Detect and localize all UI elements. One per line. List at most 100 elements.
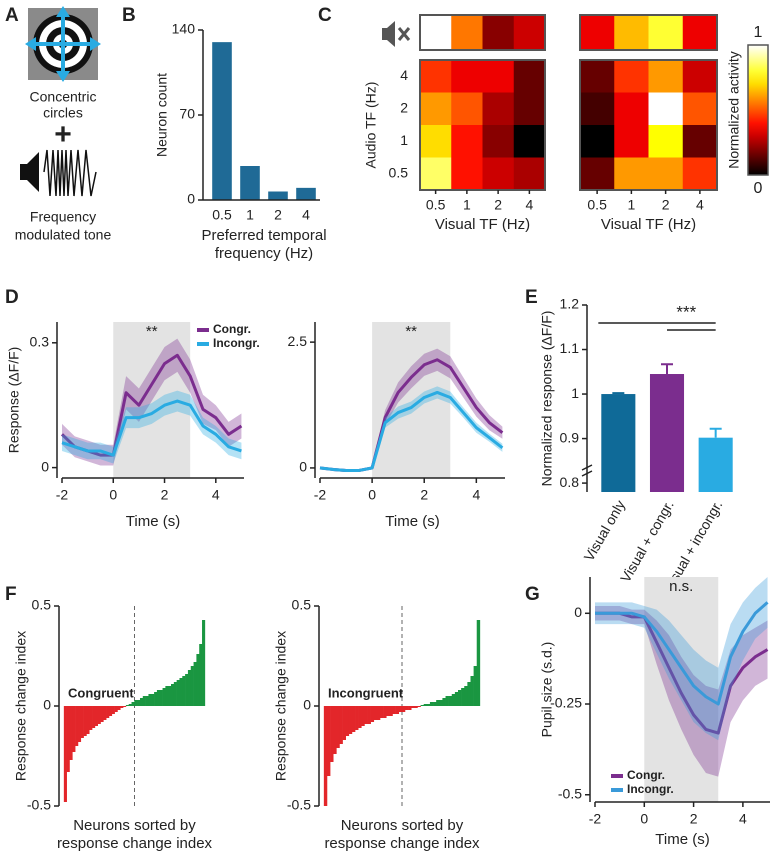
legend-label: Incongr. xyxy=(627,782,674,796)
bar xyxy=(179,678,183,706)
bar xyxy=(240,166,260,200)
heatmap-cell xyxy=(648,15,684,50)
y-tick-label: 0.5 xyxy=(292,597,312,613)
y-tick-label: 70 xyxy=(179,106,195,122)
line xyxy=(61,399,242,457)
y-axis-label: Response change index xyxy=(13,631,29,781)
colorbar-tick-label: 0 xyxy=(754,180,763,197)
x-tick-label: -2 xyxy=(314,487,327,503)
heatmap-cell xyxy=(513,15,546,50)
heatmap-border xyxy=(579,59,718,191)
y-axis-label: Response (ΔF/F) xyxy=(6,347,22,454)
bar xyxy=(339,706,343,744)
bar xyxy=(89,706,93,730)
bar xyxy=(92,706,96,728)
bar xyxy=(137,700,141,706)
bar xyxy=(448,696,453,706)
bar xyxy=(83,706,87,736)
panel-label: E xyxy=(525,287,538,308)
x-axis-label: Time (s) xyxy=(655,831,709,848)
error-band xyxy=(320,386,503,472)
bar xyxy=(199,644,203,706)
bar xyxy=(411,706,415,708)
speaker-icon xyxy=(20,164,27,180)
x-tick-label: 4 xyxy=(696,197,704,213)
bar xyxy=(376,706,381,720)
bar xyxy=(212,42,232,201)
colorbar xyxy=(747,44,769,176)
heatmap-cell xyxy=(648,92,684,126)
legend-label: Incongr. xyxy=(213,336,260,350)
heatmap-cell xyxy=(648,157,684,191)
y-tick-label: 0.3 xyxy=(30,334,50,350)
mute-cross-line xyxy=(397,27,411,41)
mute-icon xyxy=(387,21,395,47)
panel-label: D xyxy=(5,287,19,308)
heatmap-cell xyxy=(482,125,515,158)
x-axis-label: Time (s) xyxy=(385,513,439,530)
stimulus-text: Concentric xyxy=(30,89,97,105)
heatmap-border xyxy=(579,14,718,51)
heatmap-cell xyxy=(482,60,515,93)
bar xyxy=(94,706,98,726)
bar xyxy=(476,620,481,706)
heatmap-cell xyxy=(682,157,718,191)
bar xyxy=(69,706,73,760)
speaker-icon xyxy=(27,152,39,192)
x-tick-label: 2 xyxy=(420,487,428,503)
bar xyxy=(97,706,101,724)
x-tick-label: 1 xyxy=(463,197,471,213)
x-axis-label: response change index xyxy=(57,835,213,852)
heatmap-cell xyxy=(614,92,649,126)
mute-cross xyxy=(397,27,411,41)
x-tick-label: 0.5 xyxy=(426,197,446,213)
bar xyxy=(66,706,70,772)
bar xyxy=(398,706,403,712)
x-tick-label: -2 xyxy=(56,487,69,503)
x-tick-label: 4 xyxy=(212,487,220,503)
bar xyxy=(473,666,478,706)
y-tick-label: 140 xyxy=(172,21,196,37)
bar xyxy=(373,706,378,720)
heatmap-cell xyxy=(580,92,615,126)
y-tick-label: 4 xyxy=(400,67,408,83)
y-tick-label: 0.5 xyxy=(389,164,409,180)
bar xyxy=(117,706,121,710)
bar xyxy=(417,706,421,707)
bar xyxy=(202,620,206,706)
x-axis-label: frequency (Hz) xyxy=(215,245,313,262)
y-tick-label: 0 xyxy=(41,458,49,474)
axis-break xyxy=(581,464,593,477)
heatmap-cell xyxy=(513,60,546,93)
x-tick-label: 0.5 xyxy=(587,197,607,213)
bar xyxy=(75,706,79,746)
bar xyxy=(86,706,90,734)
x-axis-label: response change index xyxy=(324,835,480,852)
bar xyxy=(355,706,359,730)
heatmap-cell xyxy=(482,92,515,126)
stimulus-text: circles xyxy=(43,105,83,121)
bar xyxy=(351,706,356,732)
heatmap-cell xyxy=(580,60,615,93)
x-tick-label: 0 xyxy=(368,487,376,503)
arrowhead xyxy=(56,6,70,17)
bar xyxy=(358,706,362,728)
heatmap-cell xyxy=(580,15,615,50)
bar xyxy=(159,690,163,706)
x-tick-label: 2 xyxy=(494,197,502,213)
bar xyxy=(142,696,146,706)
error-bar xyxy=(709,427,722,438)
bar xyxy=(395,706,400,714)
stimulus-shade xyxy=(372,322,451,478)
bar xyxy=(454,692,459,706)
bar xyxy=(268,191,288,200)
bar xyxy=(367,706,371,724)
y-axis-label: Normalized response (ΔF/F) xyxy=(539,311,555,487)
error-bar xyxy=(661,363,673,375)
bar xyxy=(386,706,390,716)
bar xyxy=(461,688,465,706)
heatmap-cell xyxy=(614,157,649,191)
bar xyxy=(173,682,177,706)
heatmap-cell xyxy=(420,125,452,158)
bar xyxy=(436,700,440,706)
